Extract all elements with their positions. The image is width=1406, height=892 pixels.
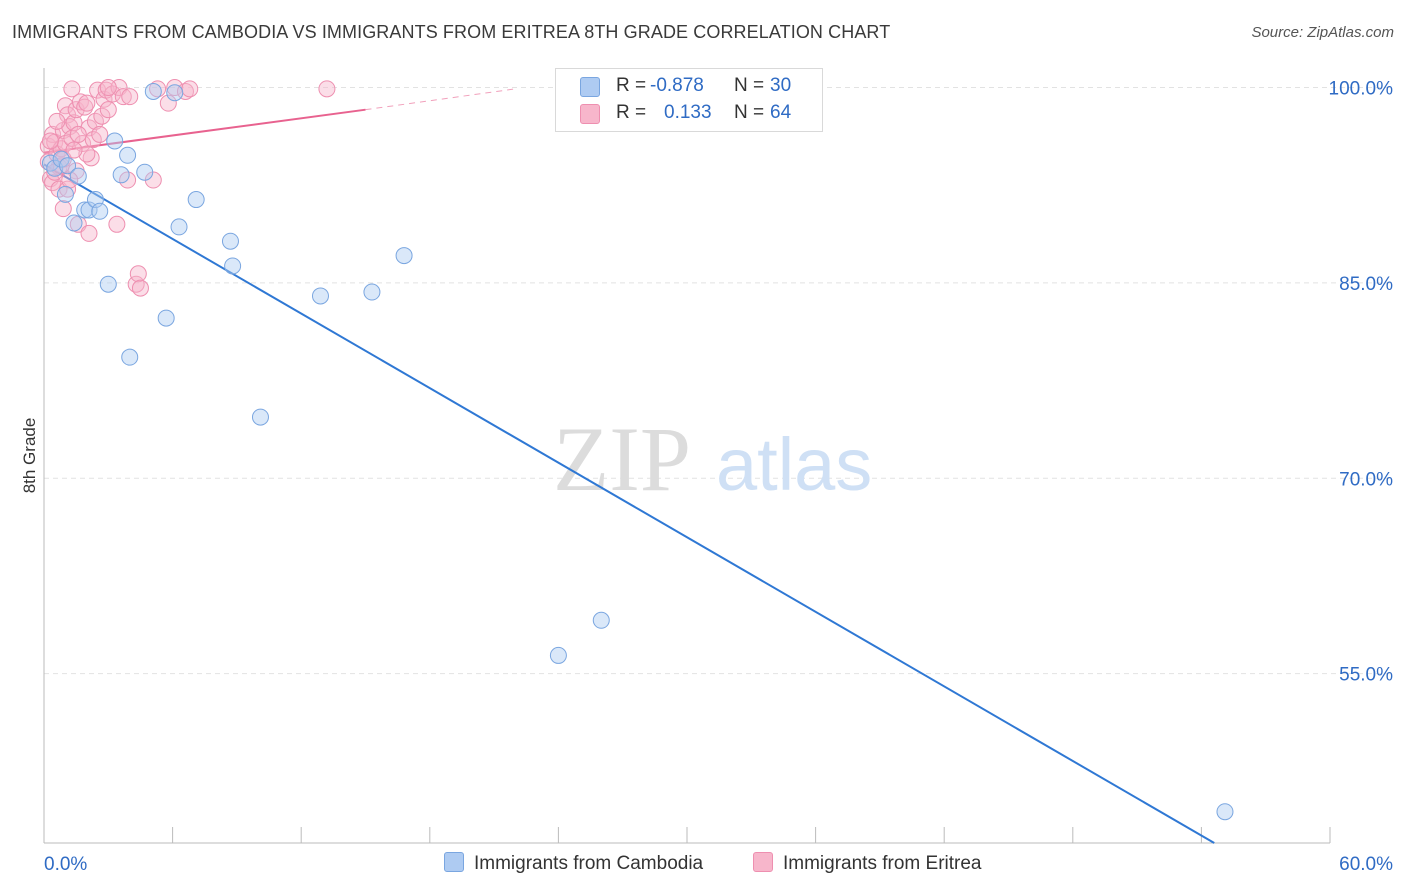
cambodia-point: [76, 201, 94, 219]
eritrea-trend-extension: [365, 88, 516, 111]
eritrea-point: [131, 279, 149, 297]
cambodia-point: [363, 283, 381, 301]
eritrea-point: [48, 112, 66, 130]
cambodia-point: [99, 275, 117, 293]
eritrea-point: [129, 265, 147, 283]
y-axis-title: 8th Grade: [20, 418, 39, 494]
eritrea-point: [166, 79, 184, 97]
cambodia-point: [65, 214, 83, 232]
watermark-atlas: atlas: [716, 423, 872, 506]
cambodia-point: [59, 157, 77, 175]
cambodia-point: [549, 646, 567, 664]
eritrea-point: [44, 174, 62, 192]
source-label: Source: ZipAtlas.com: [1251, 24, 1394, 41]
cambodia-point: [221, 232, 239, 250]
eritrea-point: [63, 80, 81, 98]
cambodia-point: [224, 257, 242, 275]
eritrea-point: [318, 80, 336, 98]
cambodia-legend-swatch: [444, 852, 464, 872]
watermark-zip: ZIP: [553, 408, 691, 510]
eritrea-point: [99, 101, 117, 119]
cambodia-point: [311, 287, 329, 305]
stats-legend: R = -0.878 N = 30 R = 0.133 N = 64: [555, 68, 823, 132]
cambodia-point: [52, 150, 70, 168]
y-tick-label: 100.0%: [1329, 79, 1394, 100]
eritrea-point: [41, 132, 59, 150]
cambodia-point: [46, 159, 64, 177]
eritrea-n-label: N =: [734, 102, 765, 123]
x-tick-label: 60.0%: [1339, 854, 1393, 875]
bottom-legend-cambodia: Immigrants from Cambodia: [444, 852, 703, 875]
cambodia-point: [251, 408, 269, 426]
eritrea-legend-label: Immigrants from Eritrea: [783, 853, 982, 874]
cambodia-point: [144, 82, 162, 100]
cambodia-point: [157, 309, 175, 327]
eritrea-point: [69, 125, 87, 143]
cambodia-point: [121, 348, 139, 366]
y-tick-label: 55.0%: [1339, 665, 1393, 686]
cambodia-point: [80, 201, 98, 219]
cambodia-r-value: -0.878: [650, 75, 704, 96]
eritrea-point: [54, 200, 72, 218]
cambodia-r-label: R =: [616, 75, 647, 96]
bottom-legend-eritrea: Immigrants from Eritrea: [753, 852, 981, 875]
cambodia-point: [106, 132, 124, 150]
cambodia-n-value: 30: [770, 75, 792, 96]
eritrea-point: [93, 107, 111, 125]
eritrea-point: [74, 135, 92, 153]
eritrea-point: [80, 224, 98, 242]
eritrea-point: [121, 88, 139, 106]
eritrea-legend-swatch: [753, 852, 773, 872]
eritrea-r-value: 0.133: [664, 102, 712, 123]
cambodia-point: [395, 247, 413, 265]
cambodia-point: [592, 611, 610, 629]
eritrea-r-label: R =: [616, 102, 647, 123]
eritrea-point: [78, 94, 96, 112]
chart-title: IMMIGRANTS FROM CAMBODIA VS IMMIGRANTS F…: [12, 22, 891, 42]
eritrea-point: [65, 141, 83, 159]
eritrea-point: [78, 145, 96, 163]
cambodia-point: [170, 218, 188, 236]
eritrea-point: [114, 88, 132, 106]
y-tick-label: 70.0%: [1339, 469, 1393, 490]
cambodia-point: [187, 191, 205, 209]
eritrea-n-value: 64: [770, 102, 792, 123]
cambodia-trend-line: [43, 163, 1215, 844]
eritrea-point: [108, 215, 126, 233]
cambodia-legend-label: Immigrants from Cambodia: [474, 853, 704, 874]
cambodia-point: [136, 163, 154, 181]
y-tick-label: 85.0%: [1339, 274, 1393, 295]
cambodia-point: [1216, 803, 1234, 821]
cambodia-point: [91, 202, 109, 220]
cambodia-point: [119, 146, 137, 164]
eritrea-point: [91, 125, 109, 143]
eritrea-point: [99, 79, 117, 97]
cambodia-swatch: [580, 77, 600, 97]
eritrea-point: [181, 80, 199, 98]
eritrea-swatch: [580, 104, 600, 124]
cambodia-point: [112, 166, 130, 184]
x-tick-label: 0.0%: [44, 854, 87, 875]
eritrea-point: [159, 94, 177, 112]
cambodia-point: [69, 167, 87, 185]
cambodia-point: [56, 185, 74, 203]
cambodia-point: [166, 84, 184, 102]
cambodia-n-label: N =: [734, 75, 765, 96]
eritrea-trend-line: [43, 108, 366, 154]
